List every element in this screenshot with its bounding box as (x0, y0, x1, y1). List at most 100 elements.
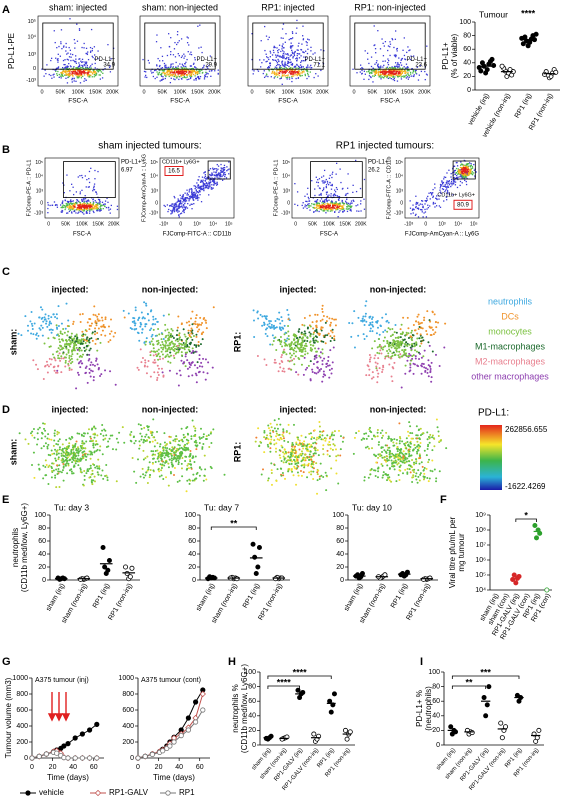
event-dot (66, 204, 68, 206)
event-dot (192, 67, 194, 70)
event-dot (283, 57, 285, 59)
x-tick-label: 100K (323, 221, 335, 227)
event-dot (412, 208, 415, 210)
event-dot (308, 198, 310, 200)
event-dot (403, 70, 405, 73)
cell-dot (90, 322, 93, 325)
event-dot (309, 71, 311, 73)
event-dot (387, 59, 390, 62)
event-dot (390, 69, 392, 71)
cell-dot (194, 323, 197, 326)
event-dot (166, 70, 169, 73)
cell-dot (261, 315, 264, 318)
event-dot (320, 198, 323, 200)
cell-dot (167, 360, 170, 363)
event-dot (85, 66, 87, 68)
cell-dot (173, 345, 176, 348)
cell-dot (266, 327, 269, 330)
event-dot (217, 165, 220, 167)
event-dot (69, 73, 71, 75)
gate-label: CD11b+ Ly6G+ (162, 159, 200, 165)
event-dot (93, 211, 95, 214)
cell-dot (190, 332, 193, 335)
event-dot (215, 171, 217, 173)
cell-dot (56, 334, 59, 337)
cell-dot (274, 361, 277, 364)
event-dot (420, 70, 423, 73)
cell-dot (417, 313, 420, 316)
event-dot (309, 66, 311, 68)
event-dot (82, 205, 84, 208)
cell-dot (312, 344, 315, 347)
event-dot (384, 73, 386, 75)
cell-dot (149, 342, 152, 345)
event-dot (217, 173, 220, 175)
event-dot (205, 71, 207, 74)
cell-dot (31, 327, 34, 330)
cell-dot (302, 373, 305, 376)
event-dot (187, 194, 189, 196)
event-dot (417, 207, 419, 209)
cell-dot (278, 362, 281, 365)
event-dot (350, 208, 352, 210)
event-dot (368, 78, 370, 81)
cell-dot (141, 328, 144, 331)
cell-dot (151, 333, 154, 336)
cell-dot (426, 310, 429, 313)
cell-dot (68, 342, 71, 345)
event-dot (379, 71, 382, 74)
event-dot (471, 173, 474, 176)
cell-dot (393, 343, 396, 346)
cell-dot (399, 340, 402, 343)
cell-dot (416, 337, 419, 340)
event-dot (201, 176, 204, 178)
event-dot (462, 177, 465, 179)
cell-dot (83, 349, 86, 352)
cell-dot (289, 356, 292, 359)
cell-dot (204, 319, 207, 322)
cell-dot (378, 345, 381, 348)
event-dot (421, 203, 423, 206)
event-dot (284, 68, 286, 71)
event-dot (66, 82, 69, 84)
event-dot (96, 69, 98, 72)
event-dot (322, 200, 324, 202)
event-dot (101, 201, 104, 203)
event-dot (72, 205, 75, 207)
event-dot (397, 62, 399, 64)
cell-dot (54, 316, 57, 319)
event-dot (282, 67, 284, 70)
event-dot (334, 203, 336, 205)
event-dot (264, 25, 266, 28)
event-dot (41, 68, 43, 70)
event-dot (374, 73, 377, 75)
event-dot (84, 67, 87, 69)
event-dot (222, 167, 224, 169)
cell-dot (282, 327, 285, 330)
event-dot (283, 65, 285, 67)
panel-label: A (2, 4, 10, 16)
event-dot (468, 162, 471, 164)
event-dot (306, 42, 308, 44)
event-dot (68, 203, 71, 205)
event-dot (81, 177, 84, 179)
event-dot (273, 73, 276, 76)
event-dot (350, 202, 352, 204)
cell-dot (50, 331, 53, 334)
cell-dot (283, 370, 286, 373)
cell-dot (89, 318, 92, 321)
event-dot (176, 208, 179, 211)
event-dot (387, 71, 389, 73)
x-tick-label: 100K (72, 89, 85, 95)
event-dot (186, 189, 188, 191)
cell-dot (334, 318, 337, 321)
event-dot (209, 181, 212, 184)
event-dot (69, 71, 71, 73)
event-dot (251, 68, 254, 71)
cell-dot (75, 337, 78, 340)
event-dot (186, 196, 188, 199)
event-dot (205, 184, 207, 186)
cell-dot (317, 332, 320, 335)
event-dot (86, 53, 89, 56)
